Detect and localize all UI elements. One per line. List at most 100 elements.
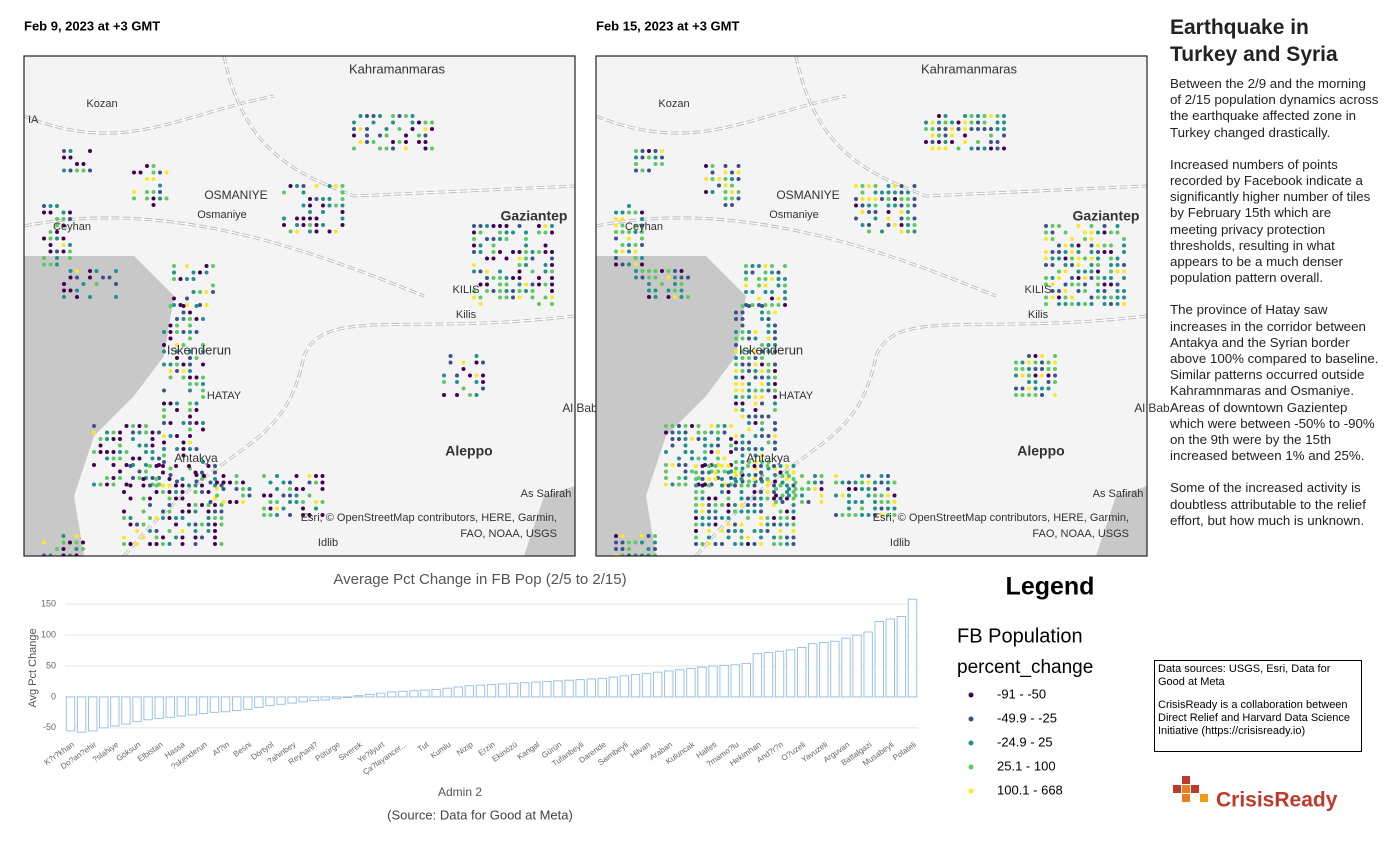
map-dot	[694, 522, 698, 527]
map-dot	[282, 223, 286, 227]
map-dot	[168, 466, 173, 471]
map-dot	[773, 473, 777, 477]
map-dot	[664, 424, 668, 428]
map-dot	[1096, 243, 1100, 248]
map-dot	[791, 470, 796, 475]
map-dot	[704, 164, 708, 168]
map-dot	[472, 289, 476, 293]
map-dot	[627, 540, 631, 545]
map-dot	[704, 190, 708, 194]
map-dot	[275, 513, 279, 517]
x-tick-label: Polateli	[891, 740, 918, 763]
map-dot	[491, 237, 496, 241]
map-dot	[740, 356, 745, 360]
map-dot	[181, 362, 186, 367]
map-dot	[847, 480, 851, 485]
map-dot	[206, 529, 211, 533]
map-dot	[776, 277, 781, 281]
map-dot	[423, 133, 428, 138]
map-dot	[760, 310, 764, 315]
map-dot	[1102, 289, 1107, 293]
map-dot	[504, 256, 509, 261]
map-dot	[677, 430, 681, 435]
attribution: FAO, NOAA, USGS	[460, 528, 557, 540]
map-dot	[308, 203, 312, 208]
place-label: Antakya	[746, 451, 790, 465]
map-dot	[62, 288, 66, 293]
map-dot	[773, 343, 777, 347]
map-dot	[537, 276, 541, 280]
map-dot	[614, 236, 618, 241]
map-dot	[760, 434, 764, 438]
map-dot	[963, 114, 967, 118]
map-dot	[930, 140, 935, 144]
logo-square	[1182, 776, 1190, 784]
map-dot	[886, 480, 890, 485]
map-body	[24, 56, 575, 556]
map-dot	[736, 170, 741, 175]
map-dot	[181, 304, 186, 308]
map-dot	[423, 146, 428, 151]
map-dot	[234, 500, 239, 504]
map-dot	[365, 127, 369, 131]
paragraph: Some of the increased activity is doubtl…	[1170, 480, 1366, 528]
map-dot	[174, 483, 178, 488]
map-dot	[690, 456, 694, 461]
map-dot	[963, 127, 967, 131]
map-dot	[150, 443, 155, 448]
legend-title: Legend	[1006, 573, 1095, 601]
map-dot	[206, 522, 211, 527]
map-dot	[187, 483, 191, 488]
place-label: IA	[28, 114, 39, 126]
map-dot	[787, 493, 791, 498]
map-dot	[740, 375, 745, 380]
map-dot	[61, 236, 66, 241]
bar	[453, 686, 463, 698]
map-dot	[943, 133, 948, 138]
map-dot	[111, 430, 116, 435]
map-dot	[288, 493, 292, 498]
map-dot	[1083, 256, 1087, 261]
map-dot	[241, 480, 245, 485]
map-dot	[208, 480, 213, 485]
map-dot	[640, 269, 645, 273]
map-dot	[747, 362, 751, 367]
map-dot	[906, 203, 910, 208]
map-dot	[141, 522, 146, 527]
map-dot	[633, 256, 638, 260]
map-dot	[673, 288, 677, 293]
map-dot	[791, 490, 796, 494]
map-dot	[753, 421, 758, 425]
map-dot	[42, 256, 46, 260]
map-dot	[478, 230, 483, 235]
map-dot	[707, 542, 711, 546]
map-dot	[455, 373, 459, 378]
map-dot	[167, 509, 172, 514]
map-dot	[747, 395, 751, 399]
map-dot	[150, 456, 155, 461]
map-dot	[1109, 256, 1113, 261]
map-dot	[747, 336, 751, 341]
map-dot	[384, 133, 389, 138]
map-dot	[511, 295, 515, 300]
map-dot	[778, 496, 783, 501]
x-tick-label: Af?in	[211, 740, 231, 758]
bar	[254, 696, 264, 708]
map-dot	[733, 470, 737, 475]
map-dot	[314, 480, 318, 485]
bar	[508, 682, 519, 698]
map-dot	[709, 430, 714, 435]
map-dot	[448, 360, 453, 365]
map-dot	[181, 421, 186, 425]
map-dot	[550, 289, 554, 293]
map-dot	[423, 140, 428, 144]
map-dot	[734, 349, 738, 354]
map-dot	[461, 386, 466, 391]
map-dot	[690, 450, 694, 454]
map-dot	[308, 216, 312, 221]
map-dot	[759, 490, 763, 494]
map-dot	[498, 276, 502, 280]
map-dot	[791, 477, 796, 481]
map-dot	[55, 262, 59, 267]
map-dot	[879, 513, 884, 517]
